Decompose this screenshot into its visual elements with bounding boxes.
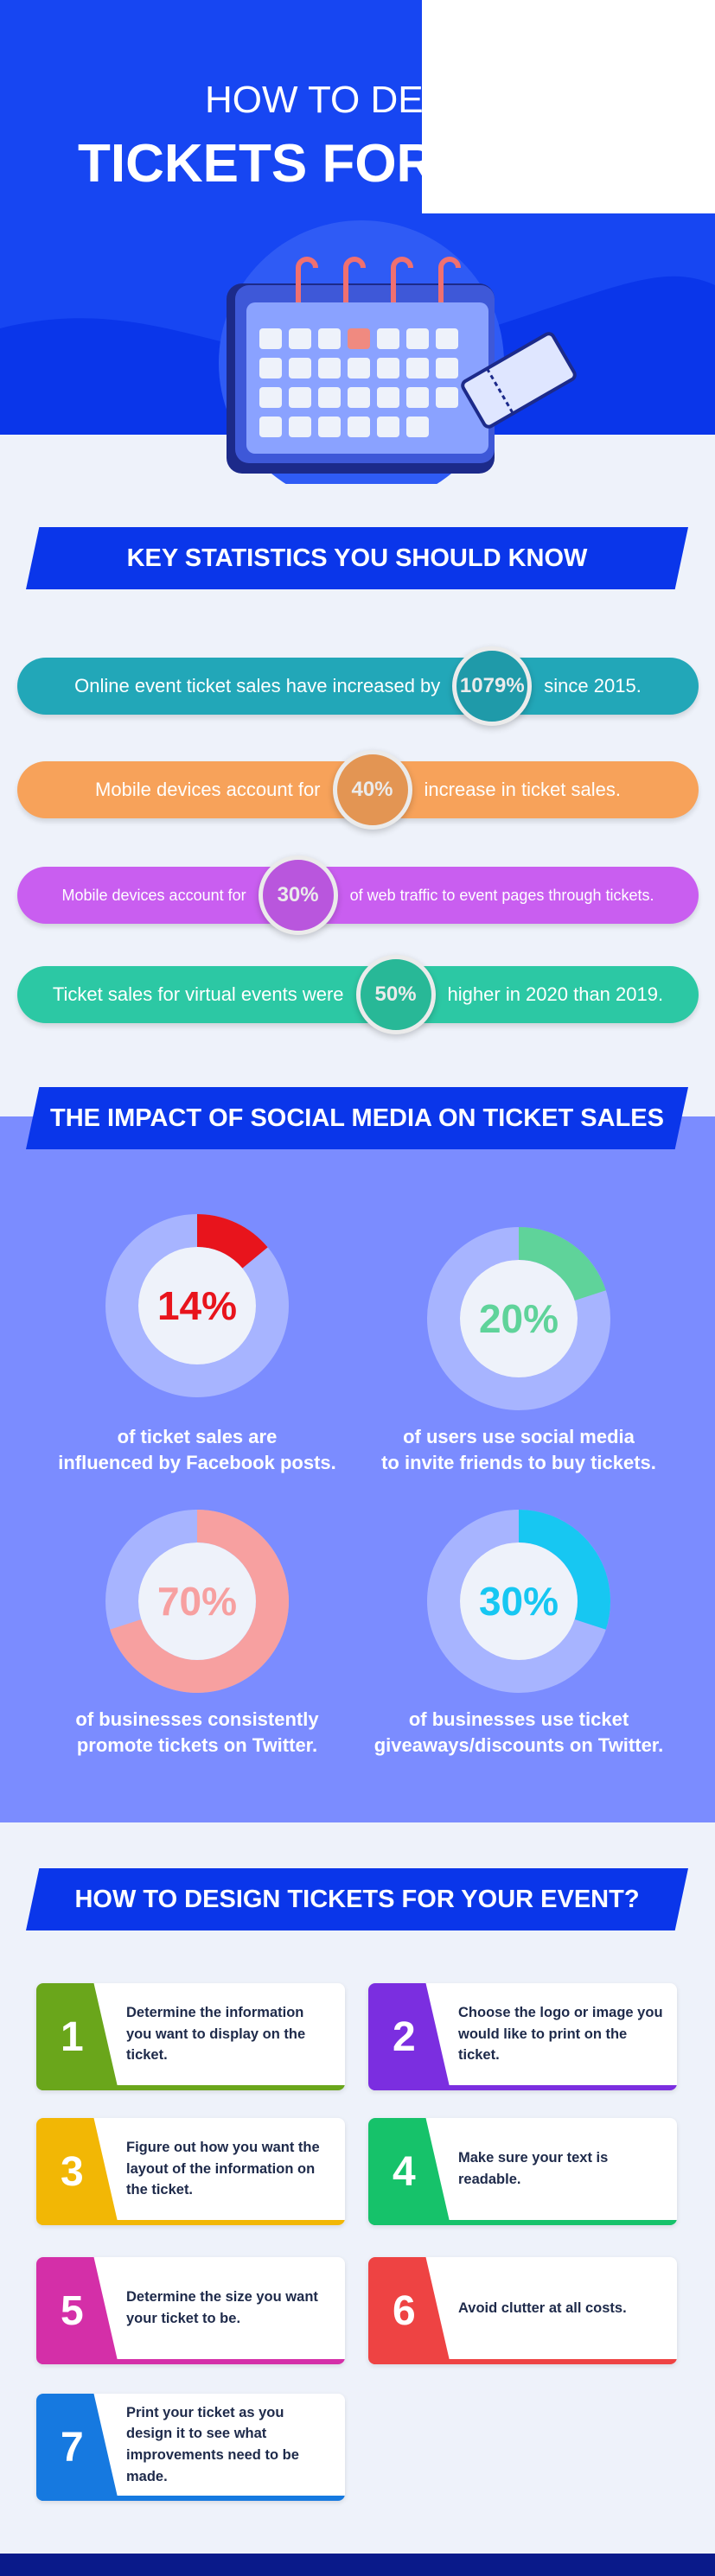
donut-label: 30% <box>479 1579 559 1624</box>
caption-line: of businesses consistently <box>75 1708 319 1730</box>
step-bottom <box>36 2220 345 2225</box>
section-banner: HOW TO DESIGN TICKETS FOR YOUR EVENT? <box>26 1868 693 1937</box>
caption-line: of businesses use ticket <box>408 1708 629 1730</box>
section-heading: THE IMPACT OF SOCIAL MEDIA ON TICKET SAL… <box>50 1104 664 1132</box>
step-bottom <box>36 2359 345 2364</box>
step-card: 3 Figure out how you want the layout of t… <box>36 2118 345 2225</box>
donut-center <box>460 1542 578 1660</box>
stat-text: increase in ticket sales. <box>424 779 621 800</box>
stat-text: Ticket sales for virtual events were <box>52 983 344 1005</box>
stat-text: since 2015. <box>544 675 642 696</box>
donut-label: 70% <box>157 1579 237 1624</box>
donut-arc <box>196 1214 268 1269</box>
section-heading: HOW TO DESIGN TICKETS FOR YOUR EVENT? <box>74 1885 640 1913</box>
step-number: 2 <box>368 1983 450 2090</box>
header-art: HOW TO DE TICKETS FOR <box>0 0 715 484</box>
donut-charts: 14% 20% 70% 30% <box>105 1214 610 1693</box>
step-number: 7 <box>36 2394 118 2501</box>
step-text: Avoid clutter at all costs. <box>458 2299 627 2316</box>
footer-bar <box>0 2554 715 2576</box>
stat-text: Mobile devices account for <box>61 886 246 904</box>
step-text: Choose the logo or image you would like … <box>458 2004 663 2064</box>
donut-arc <box>110 1510 289 1693</box>
stat-pill: Mobile devices account for 30% of web traf… <box>17 855 699 935</box>
header-title: TICKETS FOR <box>78 134 435 194</box>
donut-caption: of businesses use ticket giveaways/discou… <box>346 1707 692 1759</box>
step-text: Print your ticket as you design it to se… <box>126 2404 299 2484</box>
section-heading: KEY STATISTICS YOU SHOULD KNOW <box>126 544 588 572</box>
stat-text: Mobile devices account for <box>95 779 321 800</box>
donut-center <box>460 1260 578 1377</box>
stat-pill: Online event ticket sales have increased… <box>17 646 699 726</box>
donut-arc <box>518 1510 610 1630</box>
step-number: 6 <box>368 2257 450 2364</box>
stat-text: Online event ticket sales have increased… <box>74 675 441 696</box>
donut-caption: of businesses consistently promote ticket… <box>24 1707 370 1759</box>
step-text: Figure out how you want the layout of th… <box>126 2139 320 2198</box>
donut-label: 20% <box>479 1296 559 1341</box>
caption-line: to invite friends to buy tickets. <box>381 1452 656 1473</box>
step-bottom <box>36 2085 345 2090</box>
step-text: Make sure your text is readable. <box>458 2150 609 2187</box>
step-number: 3 <box>36 2118 118 2225</box>
section-banner: KEY STATISTICS YOU SHOULD KNOW <box>26 527 693 596</box>
donut-caption: of users use social media to invite frien… <box>346 1424 692 1476</box>
stat-pill: Ticket sales for virtual events were 50% h… <box>17 955 699 1034</box>
donut-center <box>138 1247 256 1364</box>
caption-line: of users use social media <box>403 1426 635 1447</box>
step-card: 2 Choose the logo or image you would like… <box>368 1983 677 2090</box>
donut-arc <box>518 1227 606 1301</box>
step-text: Determine the information you want to di… <box>126 2004 306 2064</box>
step-bottom <box>368 2359 677 2364</box>
step-bottom <box>368 2220 677 2225</box>
stat-badge: 50% <box>355 955 436 1034</box>
step-card: 1 Determine the information you want to d… <box>36 1983 345 2090</box>
social-section <box>0 1116 715 1822</box>
caption-line: of ticket sales are <box>117 1426 278 1447</box>
step-bottom <box>36 2496 345 2501</box>
donut-center <box>138 1542 256 1660</box>
step-number: 4 <box>368 2118 450 2225</box>
donut-label: 14% <box>157 1283 237 1328</box>
step-text: Determine the size you want your ticket … <box>126 2289 318 2326</box>
step-card: 6 Avoid clutter at all costs. <box>368 2257 677 2364</box>
stat-text: of web traffic to event pages through ti… <box>349 886 654 904</box>
donut-caption: of ticket sales are influenced by Faceboo… <box>24 1424 370 1476</box>
step-card: 4 Make sure your text is readable. <box>368 2118 677 2225</box>
caption-line: influenced by Facebook posts. <box>58 1452 336 1473</box>
step-number: 1 <box>36 1983 118 2090</box>
stat-badge: 1079% <box>452 646 533 726</box>
stat-text: higher in 2020 than 2019. <box>447 983 664 1005</box>
stat-badge: 30% <box>258 855 338 935</box>
step-number: 5 <box>36 2257 118 2364</box>
header-title: HOW TO DE <box>205 79 424 121</box>
step-bottom <box>368 2085 677 2090</box>
caption-line: promote tickets on Twitter. <box>76 1734 318 1756</box>
stat-pill: Mobile devices account for 40% increase in… <box>17 750 699 830</box>
caption-line: giveaways/discounts on Twitter. <box>373 1734 664 1756</box>
stat-badge: 40% <box>332 750 412 830</box>
step-card: 5 Determine the size you want your ticket… <box>36 2257 345 2364</box>
step-card: 7 Print your ticket as you design it to s… <box>36 2394 345 2501</box>
